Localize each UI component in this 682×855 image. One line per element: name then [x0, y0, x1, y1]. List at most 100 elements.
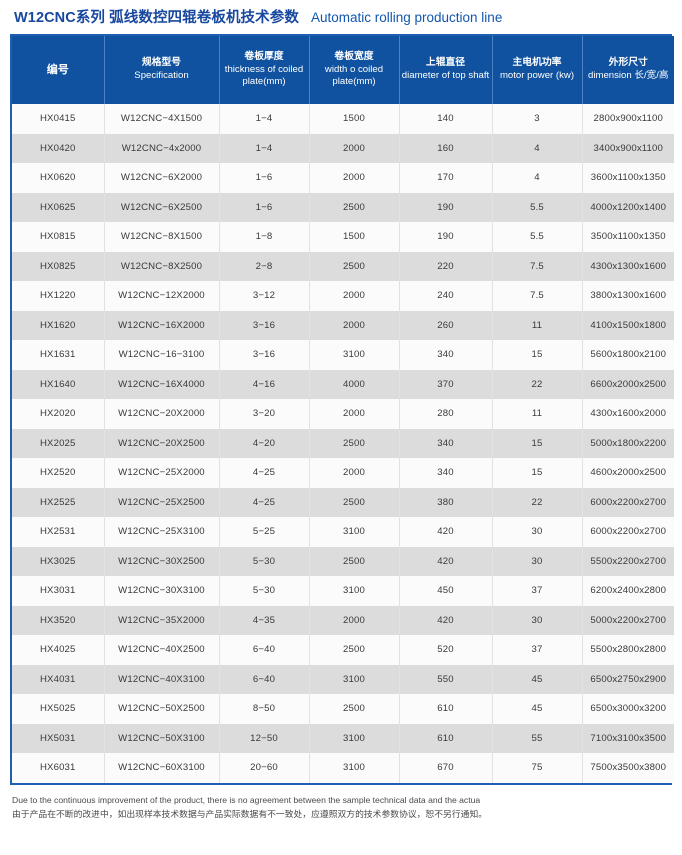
table-row: HX3520 W12CNC−35X2000 4−35 2000 420 30 5000x22…: [12, 605, 674, 635]
page-title-cn: W12CNC系列 弧线数控四辊卷板机技术参数: [14, 10, 299, 26]
table-cell-c5: 30: [492, 517, 583, 547]
table-row: HX4031 W12CNC−40X3100 6−40 3100 550 45 6500x27…: [12, 664, 674, 694]
table-cell-c3: 1500: [309, 104, 400, 134]
table-cell-c6: 3400x900x1100: [593, 142, 664, 154]
table-header-row: 编号 规格型号 Specification 卷板厚度 thickness of coil…: [12, 36, 674, 104]
table-cell-c0: HX1631: [12, 340, 105, 370]
table-cell-c1: W12CNC−12X2000: [104, 281, 220, 311]
table-cell-c1: W12CNC−6X2000: [104, 163, 220, 193]
table-cell-c2: 4−25: [219, 458, 310, 488]
table-cell-c2: 8−50: [219, 694, 310, 724]
table-cell-c2: 4−25: [219, 487, 310, 517]
table-cell-c6: 4000x1200x1400: [590, 201, 667, 213]
table-cell-c3: 2000: [309, 605, 400, 635]
table-cell-c5: 22: [492, 369, 583, 399]
table-cell-c0: HX1620: [12, 310, 105, 340]
table-cell-c6: 6600x2000x2500: [590, 378, 667, 390]
table-cell-c4: 450: [399, 576, 493, 606]
table-row: HX0620 W12CNC−6X2000 1−6 2000 170 4 3600x1100x…: [12, 163, 674, 193]
spec-table: 编号 规格型号 Specification 卷板厚度 thickness of coil…: [12, 36, 674, 783]
table-cell-c4: 520: [399, 635, 493, 665]
footnote: Due to the continuous improvement of the…: [12, 794, 672, 822]
table-cell-c2: 3−12: [219, 281, 310, 311]
table-cell-c5: 4: [492, 163, 583, 193]
table-cell-c2: 3−20: [219, 399, 310, 429]
table-cell-c0: HX0815: [12, 222, 105, 252]
table-cell-c5: 3: [492, 104, 583, 134]
table-cell-c6: 5000x2200x2700: [590, 614, 667, 626]
table-cell-c6: 4100x1500x1800: [590, 319, 667, 331]
table-cell-c5: 5.5: [492, 192, 583, 222]
table-row: HX2025 W12CNC−20X2500 4−20 2500 340 15 5000x18…: [12, 428, 674, 458]
column-header-6: 外形尺寸 dimension 长/宽/高: [582, 36, 674, 104]
spec-table-container: 编号 规格型号 Specification 卷板厚度 thickness of coil…: [10, 34, 674, 785]
table-cell-c3: 4000: [309, 369, 400, 399]
table-row: HX1620 W12CNC−16X2000 3−16 2000 260 11 4100x15…: [12, 310, 674, 340]
table-cell-c5: 30: [492, 546, 583, 576]
table-cell-c6: 5500x2800x2800: [590, 644, 667, 656]
page-title: W12CNC系列 弧线数控四辊卷板机技术参数 Automatic rolling…: [0, 0, 682, 28]
column-header-label-en: dimension 长/宽/高: [587, 70, 669, 82]
table-cell-c4: 190: [399, 222, 493, 252]
table-row: HX2531 W12CNC−25X3100 5−25 3100 420 30 6000x22…: [12, 517, 674, 547]
table-cell-c0: HX5025: [12, 694, 105, 724]
table-cell-c2: 4−20: [219, 428, 310, 458]
column-header-label-en: Specification: [134, 70, 189, 82]
table-cell-c1: W12CNC−16−3100: [104, 340, 220, 370]
table-cell-c6: 3500x1100x1350: [590, 231, 666, 243]
table-cell-c0: HX1640: [12, 369, 105, 399]
table-cell-c2: 20−60: [219, 753, 310, 783]
column-header-4: 上辊直径 diameter of top shaft: [399, 36, 493, 104]
table-cell-c0: HX2025: [12, 428, 105, 458]
table-cell-c1: W12CNC−25X3100: [104, 517, 220, 547]
column-header-label-en: diameter of top shaft: [401, 70, 490, 82]
table-cell-c5: 37: [492, 576, 583, 606]
table-cell-c3: 3100: [309, 664, 400, 694]
table-cell-c4: 610: [399, 723, 493, 753]
table-cell-c0: HX1220: [12, 281, 105, 311]
table-cell-c1: W12CNC−30X3100: [104, 576, 220, 606]
table-cell-c2: 1−6: [219, 192, 310, 222]
table-cell-c1: W12CNC−25X2000: [104, 458, 220, 488]
table-cell-c4: 420: [399, 517, 493, 547]
table-cell-c1: W12CNC−50X2500: [104, 694, 220, 724]
table-row: HX3031 W12CNC−30X3100 5−30 3100 450 37 6200x24…: [12, 576, 674, 606]
table-cell-c1: W12CNC−25X2500: [104, 487, 220, 517]
table-row: HX5031 W12CNC−50X3100 12−50 3100 610 55 7100x3…: [12, 723, 674, 753]
column-header-label-en: width o coiled plate(mm): [324, 63, 384, 88]
table-row: HX3025 W12CNC−30X2500 5−30 2500 420 30 5500x22…: [12, 546, 674, 576]
table-cell-c1: W12CNC−35X2000: [104, 605, 220, 635]
table-row: HX6031 W12CNC−60X3100 20−60 3100 670 75 7500x3…: [12, 753, 674, 783]
table-cell-c6: 5600x1800x2100: [590, 349, 667, 361]
table-cell-c2: 1−4: [219, 133, 310, 163]
table-cell-c0: HX0420: [12, 133, 105, 163]
column-header-label-en: motor power (kw): [499, 70, 575, 82]
column-header-3: 卷板宽度 width o coiled plate(mm): [309, 36, 400, 104]
table-cell-c3: 2500: [309, 635, 400, 665]
table-cell-c2: 3−16: [219, 310, 310, 340]
table-cell-c5: 4: [492, 133, 583, 163]
column-header-label-cn: 主电机功率: [512, 57, 562, 69]
table-cell-c3: 3100: [309, 517, 400, 547]
table-cell-c3: 3100: [309, 753, 400, 783]
table-cell-c5: 22: [492, 487, 583, 517]
table-cell-c4: 610: [399, 694, 493, 724]
table-cell-c0: HX2520: [12, 458, 105, 488]
table-cell-c6: 3800x1300x1600: [590, 290, 667, 302]
table-cell-c0: HX2525: [12, 487, 105, 517]
table-cell-c1: W12CNC−60X3100: [104, 753, 220, 783]
table-cell-c0: HX4031: [12, 664, 105, 694]
table-cell-c5: 7.5: [492, 281, 583, 311]
table-cell-c2: 5−30: [219, 576, 310, 606]
table-cell-c4: 420: [399, 546, 493, 576]
table-cell-c2: 2−8: [219, 251, 310, 281]
table-cell-c4: 170: [399, 163, 493, 193]
table-cell-c4: 260: [399, 310, 493, 340]
table-cell-c6: 6500x3000x3200: [590, 703, 667, 715]
table-cell-c5: 15: [492, 428, 583, 458]
table-cell-c1: W12CNC−4x2000: [104, 133, 220, 163]
table-cell-c2: 4−16: [219, 369, 310, 399]
column-header-label-cn: 外形尺寸: [608, 57, 648, 69]
column-header-5: 主电机功率 motor power (kw): [492, 36, 583, 104]
table-cell-c6: 4300x1300x1600: [590, 260, 667, 272]
